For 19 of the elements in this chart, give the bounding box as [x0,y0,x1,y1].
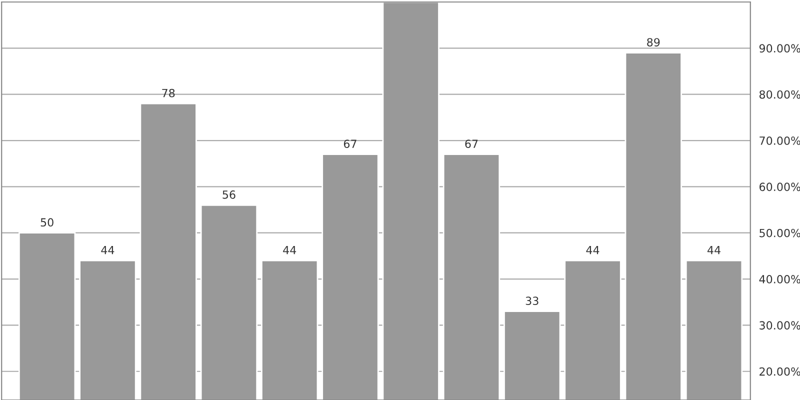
y-tick-label: 40.00% [759,275,800,284]
data-label: 56 [222,190,236,199]
data-label: 44 [101,246,114,254]
data-label: 89 [647,38,660,46]
data-label: 33 [526,296,538,306]
data-label: 78 [162,88,175,98]
data-label: 44 [707,246,720,254]
y-tick-label: 90.00% [759,44,800,53]
data-label: 44 [283,246,296,254]
y-tick-label: 80.00% [759,90,800,99]
data-label: 67 [465,140,478,148]
data-label: 67 [344,140,356,148]
y-tick-label: 30.00% [760,321,800,330]
data-label: 44 [586,246,600,254]
y-tick-label: 20.00% [760,367,800,376]
y-tick-label: 70.00% [760,136,800,145]
y-tick-label: 60.00% [760,182,800,192]
y-tick-label: 50.00% [760,228,800,238]
data-label: 50 [40,218,54,227]
